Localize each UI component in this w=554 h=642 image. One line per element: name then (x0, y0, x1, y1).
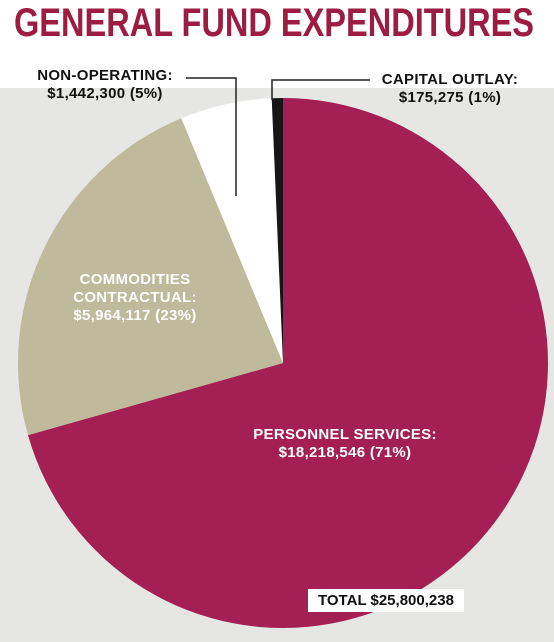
value-label: $175,275 (1%) (398, 89, 502, 106)
slice-label: PERSONNEL SERVICES: $18,218,546 (71%) (240, 426, 450, 462)
category-label: PERSONNEL SERVICES: (253, 426, 437, 443)
leader-line (271, 79, 370, 100)
value-label: $18,218,546 (71%) (278, 444, 412, 461)
value-label: $5,964,117 (23%) (73, 307, 197, 324)
chart-title: GENERAL FUND EXPENDITURES (14, 1, 534, 45)
pie-slice (181, 98, 283, 363)
pie-slice (271, 98, 283, 363)
pie-slice (27, 98, 548, 628)
leader-line (186, 77, 237, 196)
slice-label: CAPITAL OUTLAY: $175,275 (1%) (370, 71, 530, 107)
pie-slice (17, 118, 283, 436)
total-label: TOTAL $25,800,238 (308, 589, 464, 612)
pie (17, 98, 548, 628)
slice-label: COMMODITIES CONTRACTUAL: $5,964,117 (23%) (50, 271, 220, 325)
category-label: CAPITAL OUTLAY: (381, 71, 519, 88)
category-label: NON-OPERATING: (37, 67, 173, 84)
slice-label: NON-OPERATING: $1,442,300 (5%) (20, 67, 190, 103)
category-label: COMMODITIES CONTRACTUAL: (73, 271, 197, 306)
value-label: $1,442,300 (5%) (47, 85, 163, 102)
